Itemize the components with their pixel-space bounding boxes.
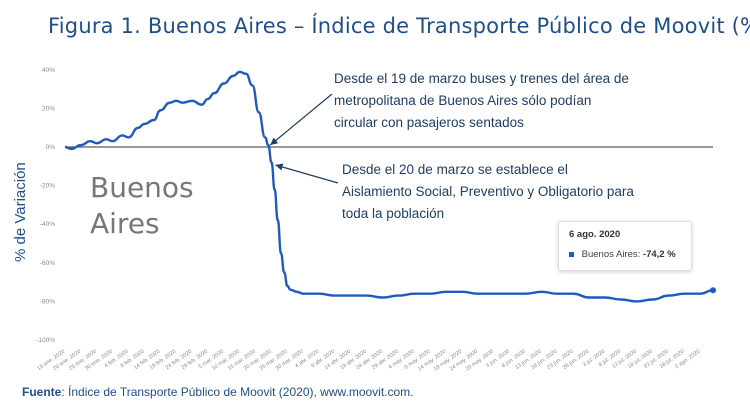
y-axis-label: % de Variación [12, 162, 29, 262]
tooltip-row: Buenos Aires: -74,2 % [569, 249, 676, 260]
series-line-buenos-aires [64, 70, 714, 303]
annotation-1-line-2: metropolitana de Buenos Aires sólo podía… [334, 93, 592, 108]
source-note: Fuente: Índice de Transporte Público de … [22, 385, 414, 399]
annotation-2-line-1: Desde el 20 de marzo se establece el [342, 162, 568, 177]
annotation-2-line-2: Aislamiento Social, Preventivo y Obligat… [342, 184, 634, 199]
y-tick-label: -40% [40, 221, 55, 228]
watermark-line-1: Buenos [90, 171, 194, 204]
source-text: : Índice de Transporte Público de Moovit… [61, 385, 414, 399]
watermark-line-2: Aires [90, 207, 160, 240]
y-tick-label: -100% [36, 337, 55, 344]
y-tick-label: -80% [40, 298, 55, 305]
tooltip-series-name: Buenos Aires: [581, 249, 641, 260]
y-tick-label: 20% [42, 106, 55, 113]
watermark-text: Buenos Aires [90, 170, 194, 242]
annotation-1-line-1: Desde el 19 de marzo buses y trenes del … [334, 71, 629, 86]
annotation-2-line-3: toda la población [342, 206, 445, 221]
annotation-1: Desde el 19 de marzo buses y trenes del … [334, 68, 629, 134]
y-axis-ticks: 40% 20% 0% -20% -40% -60% -80% -100% [36, 67, 55, 344]
y-tick-label: 40% [42, 67, 55, 74]
data-tooltip: 6 ago. 2020 Buenos Aires: -74,2 % [558, 221, 692, 271]
y-tick-label: -20% [40, 183, 55, 190]
series-end-point[interactable] [710, 287, 716, 294]
y-tick-label: 0% [46, 144, 56, 151]
annotation-2: Desde el 20 de marzo se establece el Ais… [342, 159, 634, 225]
y-tick-label: -60% [40, 260, 55, 267]
tooltip-value: -74,2 % [642, 249, 676, 260]
annotation-1-line-3: circular con pasajeros sentados [334, 115, 524, 130]
tooltip-series-marker [569, 251, 574, 257]
annotation-arrow-2 [275, 163, 339, 184]
source-label: Fuente [22, 385, 62, 399]
series-layer [64, 70, 716, 303]
chart-title: Figura 1. Buenos Aires – Índice de Trans… [48, 14, 750, 38]
tooltip-date: 6 ago. 2020 [569, 229, 621, 240]
annotation-arrow-1 [269, 93, 333, 146]
